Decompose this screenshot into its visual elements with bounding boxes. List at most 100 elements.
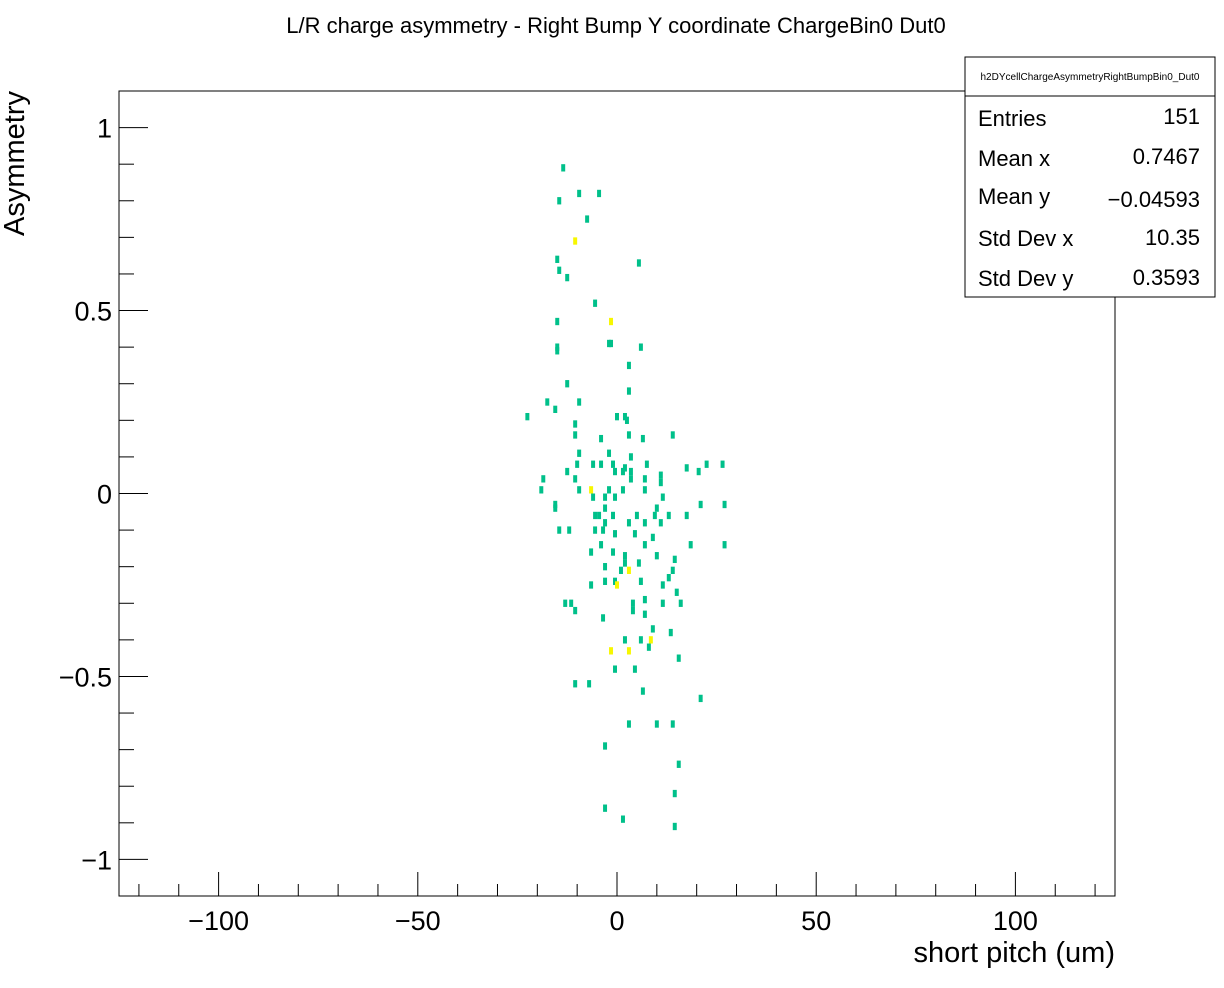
histogram-bin	[553, 405, 558, 413]
histogram-bin	[603, 742, 608, 750]
histogram-bin	[642, 486, 647, 494]
histogram-bin	[613, 467, 617, 476]
histogram-bin	[539, 486, 544, 494]
histogram-bin	[557, 197, 562, 205]
histogram-bin	[609, 339, 614, 348]
histogram-bin	[642, 541, 647, 549]
histogram-bin	[636, 259, 641, 267]
histogram-bin	[591, 460, 596, 468]
histogram-bin	[603, 577, 608, 585]
histogram-bin	[589, 486, 594, 494]
histogram-bin	[628, 453, 633, 461]
stats-label-mean-x: Mean x	[978, 146, 1050, 171]
histogram-bin	[658, 519, 663, 527]
histogram-bin	[573, 420, 578, 428]
histogram-bin	[585, 215, 590, 223]
histogram-bin	[654, 552, 659, 560]
histogram-bin	[557, 266, 562, 274]
histogram-bin	[670, 431, 675, 439]
x-tick-label: −100	[188, 906, 249, 936]
histogram-bin	[607, 449, 612, 457]
histogram-bin	[654, 504, 659, 512]
histogram-bin	[672, 822, 677, 831]
stats-value-std-dev-x: 10.35	[1145, 225, 1200, 250]
histogram-bin	[589, 548, 594, 556]
histogram-bin	[648, 636, 653, 644]
stats-label-std-dev-x: Std Dev x	[978, 226, 1073, 251]
y-axis: −1 −0.5 0 0.5 1	[59, 114, 148, 875]
stats-label-entries: Entries	[978, 106, 1046, 131]
histogram-bin	[609, 647, 614, 655]
histogram-bin	[593, 511, 598, 520]
histogram-bin	[573, 606, 578, 615]
histogram-bin	[611, 511, 615, 520]
histogram-bin	[704, 460, 709, 468]
chart-title: L/R charge asymmetry - Right Bump Y coor…	[286, 13, 946, 38]
histogram-bin	[577, 486, 582, 494]
histogram-bin	[599, 541, 604, 549]
histogram-bin	[525, 413, 530, 421]
histogram-bin	[698, 500, 703, 509]
histogram-bin	[575, 460, 580, 468]
histogram-bin	[642, 595, 647, 604]
histogram-bin	[603, 504, 608, 512]
histogram-bin	[650, 533, 655, 542]
stats-value-std-dev-y: 0.3593	[1133, 265, 1200, 290]
histogram-bin	[722, 541, 727, 549]
histogram-bin	[630, 606, 635, 615]
histogram-bin	[555, 347, 560, 355]
histogram-bin	[573, 680, 578, 688]
stats-value-mean-y: −0.04593	[1108, 187, 1200, 212]
histogram-bin	[624, 416, 629, 424]
histogram-bin	[587, 680, 592, 688]
histogram-bin	[611, 460, 615, 468]
histogram-bin	[603, 493, 608, 501]
histogram-bin	[652, 511, 657, 520]
histogram-bin	[597, 511, 602, 520]
histogram-bin	[676, 654, 681, 662]
histogram-bin	[626, 387, 631, 395]
histogram-bin	[620, 467, 625, 476]
stats-label-mean-y: Mean y	[978, 184, 1050, 209]
stats-label-std-dev-y: Std Dev y	[978, 266, 1073, 291]
x-axis: −100 −50 0 50 100	[138, 872, 1096, 936]
histogram-bin	[601, 614, 606, 622]
histogram-bin	[642, 610, 647, 618]
histogram-bin	[668, 628, 673, 637]
histogram-bin	[670, 566, 675, 574]
histogram-bin	[565, 273, 570, 282]
histogram-bin	[593, 299, 598, 307]
histogram-bin	[613, 493, 617, 501]
histogram-bin	[626, 361, 631, 370]
stats-value-mean-x: 0.7467	[1133, 144, 1200, 169]
histogram-bin	[622, 464, 627, 472]
y-tick-label: 1	[97, 114, 112, 144]
x-tick-label: 100	[993, 906, 1038, 936]
histogram-bin	[644, 460, 649, 468]
y-axis-title: Asymmetry	[0, 91, 31, 237]
histogram-bin	[650, 625, 655, 633]
histogram-bin	[599, 434, 604, 443]
histogram-bin	[666, 574, 671, 582]
y-tick-label: −0.5	[59, 662, 112, 692]
histogram-bin	[607, 339, 612, 348]
histogram-bin	[674, 588, 679, 596]
histogram-bin	[626, 519, 631, 527]
histogram-bin	[626, 647, 631, 655]
histogram-bin	[660, 493, 665, 501]
histogram-bin	[688, 541, 693, 549]
histogram-bin	[666, 511, 671, 520]
histogram-bin	[545, 398, 550, 406]
histogram-bin	[628, 467, 633, 476]
histogram-bin	[640, 434, 645, 443]
histogram-bin	[561, 164, 566, 172]
stats-box-frame	[964, 56, 1216, 298]
histogram-bin	[670, 720, 675, 728]
histogram-bin	[573, 475, 578, 483]
histogram-bin	[553, 504, 558, 512]
histogram-bin	[626, 720, 631, 728]
histogram-bin	[563, 599, 568, 607]
histogram-bin	[722, 500, 727, 509]
histogram-bin	[569, 599, 574, 607]
histogram-bin	[541, 475, 546, 483]
